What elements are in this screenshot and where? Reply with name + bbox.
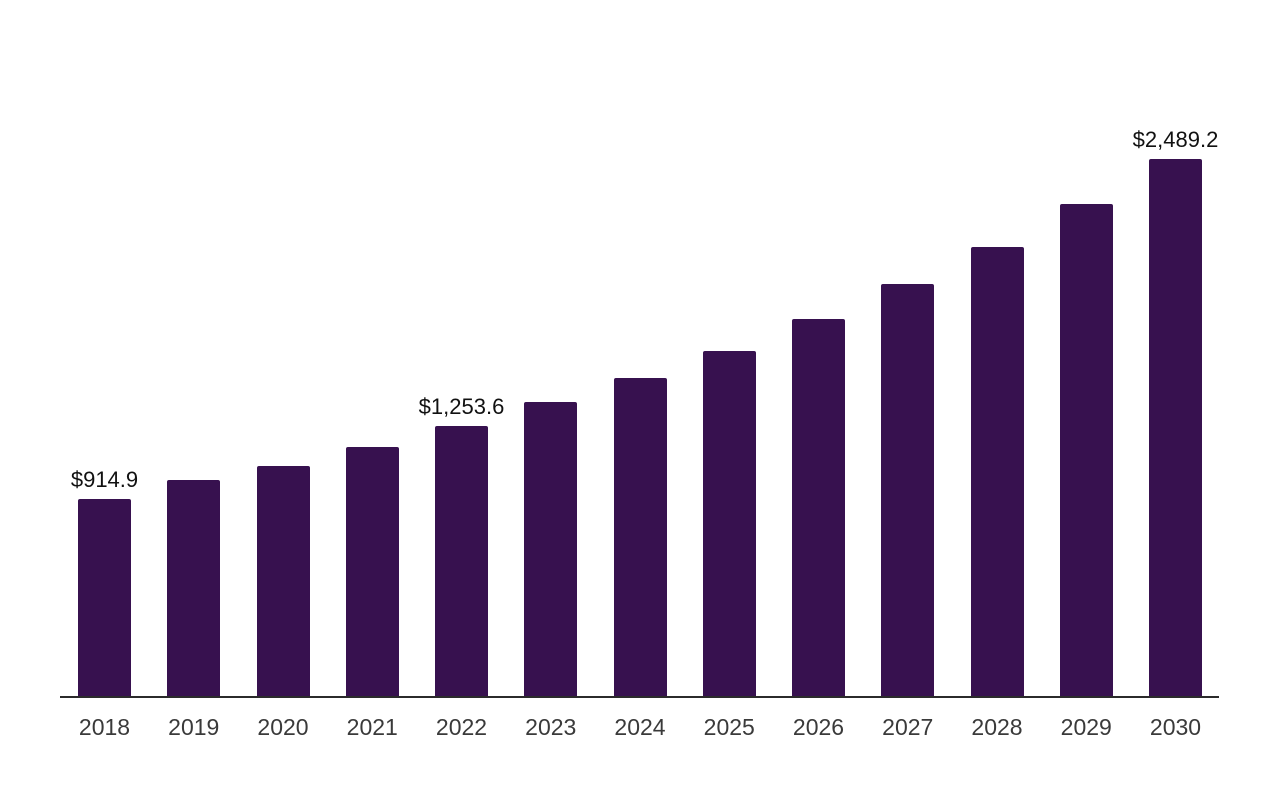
x-tick-label-2020: 2020	[257, 714, 309, 740]
bar-2028	[970, 246, 1024, 697]
x-tick-label-2024: 2024	[614, 714, 666, 740]
data-label-2022: $1,253.6	[418, 394, 505, 420]
x-axis-line	[60, 696, 1219, 698]
data-label-2018: $914.9	[70, 467, 139, 493]
bar-2021	[345, 446, 399, 697]
x-tick-label-2023: 2023	[525, 714, 577, 740]
bar-2018	[78, 499, 131, 697]
bar-2020	[256, 466, 310, 697]
x-tick-label-2022: 2022	[435, 714, 488, 740]
x-tick-label-2030: 2030	[1149, 714, 1202, 740]
bar-2022	[435, 426, 488, 697]
x-tick-label-2019: 2019	[168, 714, 220, 740]
x-tick-label-2021: 2021	[346, 714, 398, 740]
x-tick-label-2025: 2025	[703, 714, 755, 740]
bar-2030	[1149, 159, 1202, 697]
x-tick-label-2029: 2029	[1060, 714, 1112, 740]
bar-2023	[524, 402, 578, 697]
bar-2027	[881, 284, 935, 697]
bar-2024	[613, 378, 667, 697]
x-tick-label-2028: 2028	[971, 714, 1023, 740]
bar-2025	[702, 350, 756, 697]
x-tick-label-2027: 2027	[882, 714, 934, 740]
x-tick-label-2026: 2026	[792, 714, 845, 740]
x-tick-label-2018: 2018	[78, 714, 131, 740]
bar-2026	[792, 319, 845, 697]
bar-2029	[1059, 204, 1113, 697]
data-label-2030: $2,489.2	[1132, 127, 1219, 152]
bar-2019	[167, 480, 221, 697]
